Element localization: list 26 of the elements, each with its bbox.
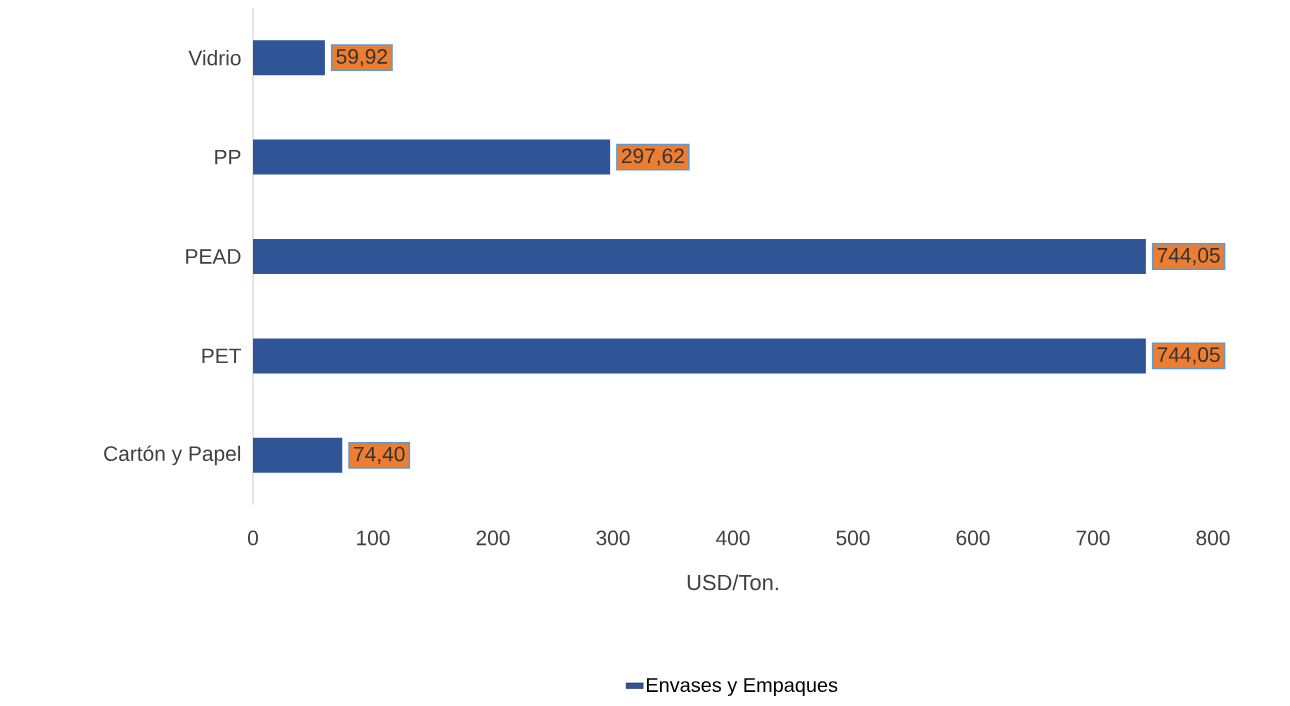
- data-label: 744,05: [1157, 347, 1220, 365]
- y-tick-label: PP: [215, 149, 241, 165]
- data-label: 744,05: [1157, 247, 1220, 266]
- data-label: 297,62: [621, 148, 684, 166]
- x-tick-label: 100: [357, 530, 390, 546]
- x-tick-label: 300: [596, 530, 630, 546]
- x-axis-title: USD/Ton.: [687, 574, 778, 591]
- x-tick-label: 0: [248, 530, 258, 546]
- bar: [253, 40, 325, 76]
- y-tick-label: PET: [202, 348, 241, 364]
- x-tick-label: 700: [1076, 530, 1110, 546]
- legend-label: Envases y Empaques: [646, 678, 838, 697]
- bar: [253, 139, 611, 175]
- x-tick-label: 600: [956, 530, 990, 546]
- bar: [253, 338, 1146, 374]
- y-tick-label: Cartón y Papel: [104, 445, 241, 466]
- data-label: 74,40: [354, 446, 405, 464]
- x-tick-label: 200: [476, 530, 510, 546]
- x-tick-label: 800: [1196, 530, 1230, 546]
- data-label: 59,92: [336, 49, 387, 67]
- x-tick-label: 400: [716, 530, 750, 546]
- y-tick-label: Vidrio: [188, 50, 241, 66]
- bar: [253, 437, 343, 473]
- y-tick-label: PEAD: [186, 249, 241, 264]
- bar: [253, 239, 1146, 274]
- x-tick-label: 500: [836, 530, 870, 546]
